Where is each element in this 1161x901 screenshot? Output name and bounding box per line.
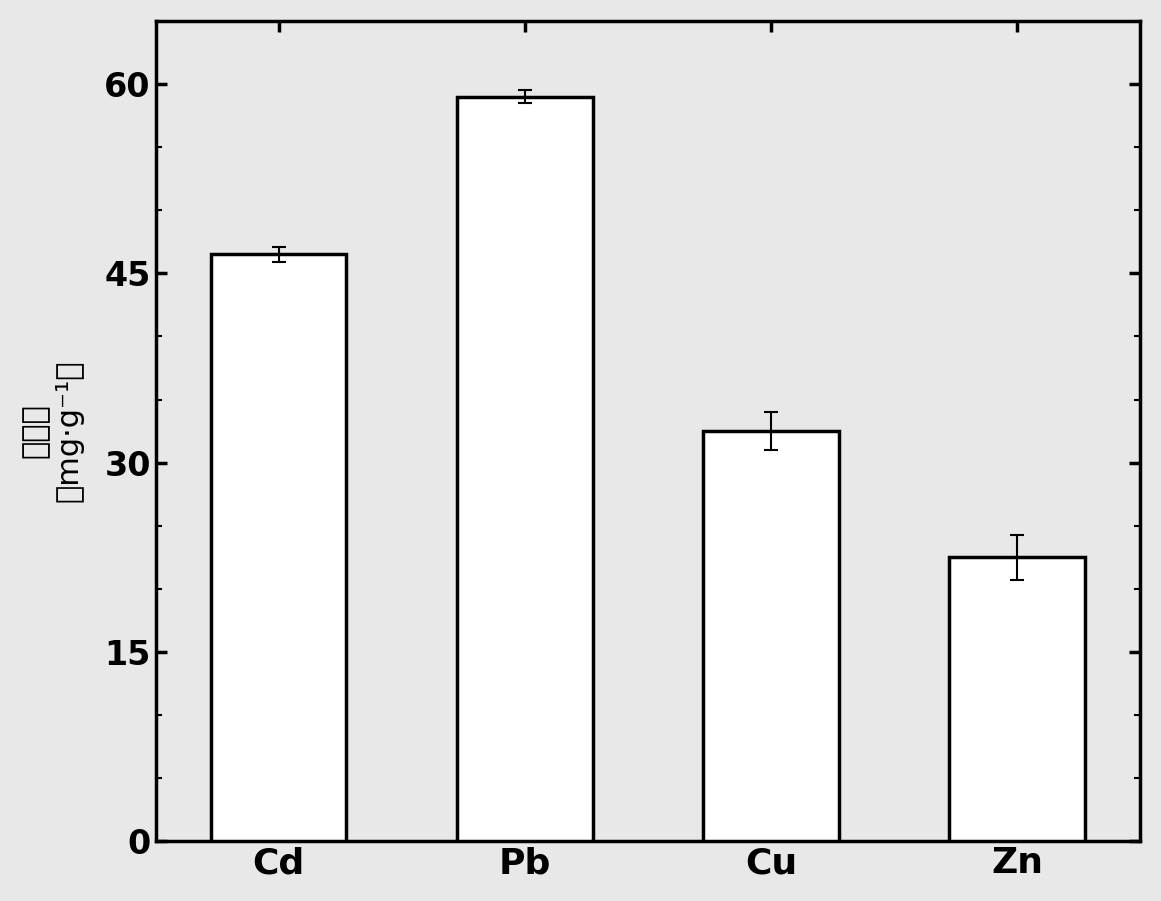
Bar <box>950 558 1084 842</box>
Bar <box>211 254 346 842</box>
Bar <box>457 96 592 842</box>
Y-axis label: 吸附量
（mg·g⁻¹）: 吸附量 （mg·g⁻¹） <box>21 359 84 503</box>
Bar <box>704 431 838 842</box>
